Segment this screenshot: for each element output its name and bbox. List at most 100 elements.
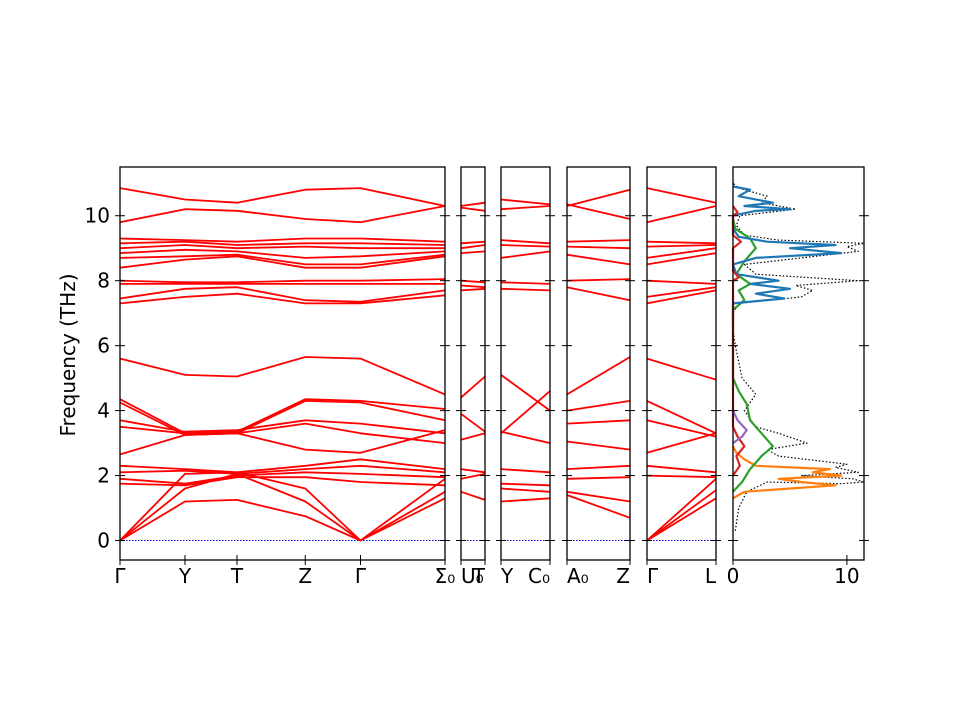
phonon-band <box>646 187 717 204</box>
phonon-band <box>460 240 486 245</box>
phonon-band <box>119 356 446 396</box>
phonon-band <box>566 464 631 470</box>
high-symmetry-label: Γ <box>355 564 367 588</box>
phonon-band <box>500 430 551 444</box>
y-tick-label: 2 <box>97 464 110 488</box>
dos-curve <box>732 445 843 500</box>
band-panel-frame <box>500 166 551 561</box>
phonon-band <box>119 497 446 542</box>
phonon-band <box>646 244 717 248</box>
high-symmetry-label: U₀ <box>461 564 484 588</box>
high-symmetry-label: T <box>230 564 244 588</box>
dos-curve <box>732 410 748 444</box>
phonon-band <box>566 440 631 451</box>
phonon-band <box>119 471 446 542</box>
phonon-band <box>566 400 631 412</box>
phonon-band <box>119 464 446 475</box>
y-tick-label: 8 <box>97 269 110 293</box>
band-panel-frame <box>566 166 631 561</box>
phonon-band <box>646 252 717 266</box>
phonon-band <box>566 286 631 302</box>
phonon-band <box>500 468 551 474</box>
phonon-band <box>646 478 717 542</box>
phonon-band <box>119 400 446 436</box>
y-tick-label: 10 <box>85 204 110 228</box>
phonon-band <box>460 206 486 212</box>
phonon-band <box>460 473 486 480</box>
high-symmetry-label: Γ <box>647 564 659 588</box>
phonon-band <box>566 490 631 503</box>
phonon-band <box>646 419 717 438</box>
phonon-band <box>119 244 445 250</box>
dos-curve <box>731 185 843 320</box>
dos-panel: 0 10 <box>727 182 865 588</box>
high-symmetry-label: Z <box>298 564 312 588</box>
phonon-band <box>646 432 717 454</box>
phonon-band <box>500 239 551 245</box>
phonon-band <box>119 471 446 485</box>
y-tick-label: 4 <box>97 399 110 423</box>
phonon-band <box>500 281 551 285</box>
phonon-band <box>566 476 631 480</box>
band-panel-frame <box>460 166 486 561</box>
phonon-band <box>119 286 446 303</box>
band-panel-2: U₀T <box>460 201 486 588</box>
phonon-band <box>119 187 446 207</box>
phonon-band <box>646 400 717 435</box>
dos-panel-frame <box>732 166 865 561</box>
phonon-band <box>646 489 717 542</box>
high-symmetry-label: T <box>472 564 486 588</box>
phonon-band <box>500 205 551 211</box>
high-symmetry-label: Γ <box>114 564 126 588</box>
phonon-band <box>460 490 486 501</box>
phonon-band <box>119 205 446 224</box>
phonon-band <box>646 247 717 259</box>
phonon-band <box>646 279 717 285</box>
phonon-band <box>646 464 717 474</box>
phonon-band <box>119 473 446 542</box>
phonon-band <box>646 474 717 479</box>
phonon-band <box>646 205 717 224</box>
phonon-band <box>119 398 446 435</box>
high-symmetry-label: Z <box>616 564 630 588</box>
phonon-band <box>566 494 631 519</box>
phonon-band <box>500 487 551 493</box>
band-panel-frame <box>119 166 446 561</box>
high-symmetry-label: A₀ <box>567 564 589 588</box>
phonon-band <box>460 375 486 399</box>
phonon-band <box>500 374 551 412</box>
phonon-band <box>119 458 446 474</box>
y-tick-label: 0 <box>97 529 110 553</box>
phonon-band <box>119 255 446 269</box>
y-axis-label: Frequency (THz) <box>56 273 80 436</box>
phonon-band <box>500 497 551 503</box>
phonon-band <box>566 356 631 396</box>
phonon-band <box>646 240 717 245</box>
band-panel-3: Y C₀ <box>500 198 551 588</box>
phonon-band <box>119 237 446 243</box>
dos-x-tick-label: 0 <box>727 564 740 588</box>
phonon-band <box>646 357 717 381</box>
phonon-band <box>646 497 717 542</box>
phonon-band <box>460 250 486 254</box>
y-tick-label: 6 <box>97 334 110 358</box>
phonon-band <box>119 240 446 246</box>
phonon-band <box>500 482 551 487</box>
phonon-band <box>566 245 631 250</box>
high-symmetry-label: Y <box>178 564 192 588</box>
phonon-band <box>500 244 551 248</box>
phonon-band <box>566 188 631 207</box>
phonon-band <box>460 413 486 433</box>
phonon-band <box>500 250 551 259</box>
phonon-band <box>460 244 486 250</box>
phonon-band <box>460 201 486 207</box>
band-panel-1: Γ Y T Z Γ Σ₀ <box>114 187 455 588</box>
phonon-band <box>119 419 446 435</box>
phonon-band <box>566 253 631 266</box>
phonon-band <box>646 289 717 305</box>
phonon-band <box>119 253 446 266</box>
phonon-band <box>500 287 551 292</box>
phonon-band <box>566 239 631 243</box>
phonon-band <box>460 287 486 292</box>
